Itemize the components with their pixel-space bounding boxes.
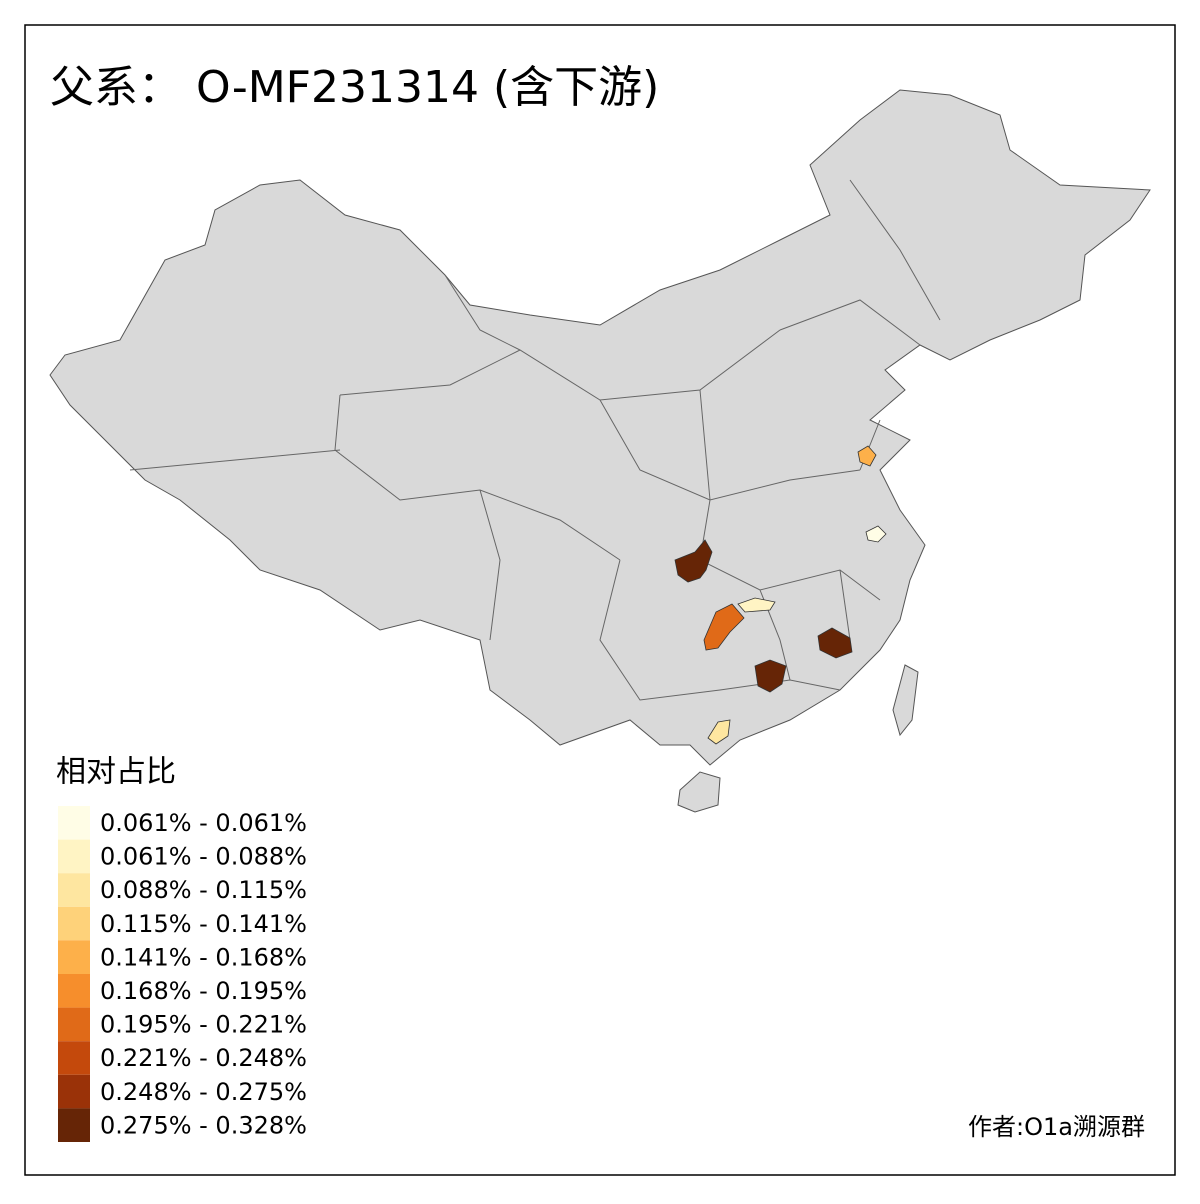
region-hunan-west <box>703 603 745 651</box>
region-anhui <box>865 525 887 543</box>
legend-label: 0.248% - 0.275% <box>100 1078 307 1106</box>
legend-swatch <box>58 1108 90 1142</box>
legend-label: 0.221% - 0.248% <box>100 1044 307 1072</box>
frame <box>24 24 1176 1176</box>
title: 父系： O-MF231314 (含下游) <box>50 62 659 113</box>
legend-label: 0.275% - 0.328% <box>100 1111 307 1139</box>
credit: 作者:O1a溯源群 <box>968 1113 1145 1141</box>
legend-swatch <box>58 906 90 941</box>
legend-title: 相对占比 <box>56 755 176 790</box>
legend-swatch <box>58 1041 90 1075</box>
region-chongqing <box>674 539 713 583</box>
legend-swatch <box>58 839 90 874</box>
legend-swatch <box>58 806 90 840</box>
region-guangxi <box>707 719 731 745</box>
province-borders <box>129 179 941 701</box>
region-jiangxi <box>817 627 853 659</box>
legend-swatch <box>58 1007 90 1042</box>
legend: 0.061% - 0.061% 0.061% - 0.088% 0.088% - 0… <box>58 806 307 1142</box>
legend-label: 0.061% - 0.061% <box>100 809 307 837</box>
legend-swatch <box>58 974 90 1008</box>
legend-label: 0.168% - 0.195% <box>100 977 307 1005</box>
map <box>49 89 1151 813</box>
island-taiwan <box>892 664 919 737</box>
legend-swatch <box>58 1074 90 1109</box>
legend-label: 0.088% - 0.115% <box>100 876 307 904</box>
region-hunan-north <box>737 597 776 613</box>
legend-swatch <box>58 873 90 907</box>
legend-swatch <box>58 940 90 974</box>
legend-label: 0.061% - 0.088% <box>100 843 307 871</box>
region-shandong <box>857 445 877 467</box>
legend-label: 0.115% - 0.141% <box>100 910 307 938</box>
region-hunan-south <box>754 659 787 693</box>
island-hainan <box>677 771 721 813</box>
legend-label: 0.141% - 0.168% <box>100 943 307 971</box>
legend-label: 0.195% - 0.221% <box>100 1011 307 1039</box>
